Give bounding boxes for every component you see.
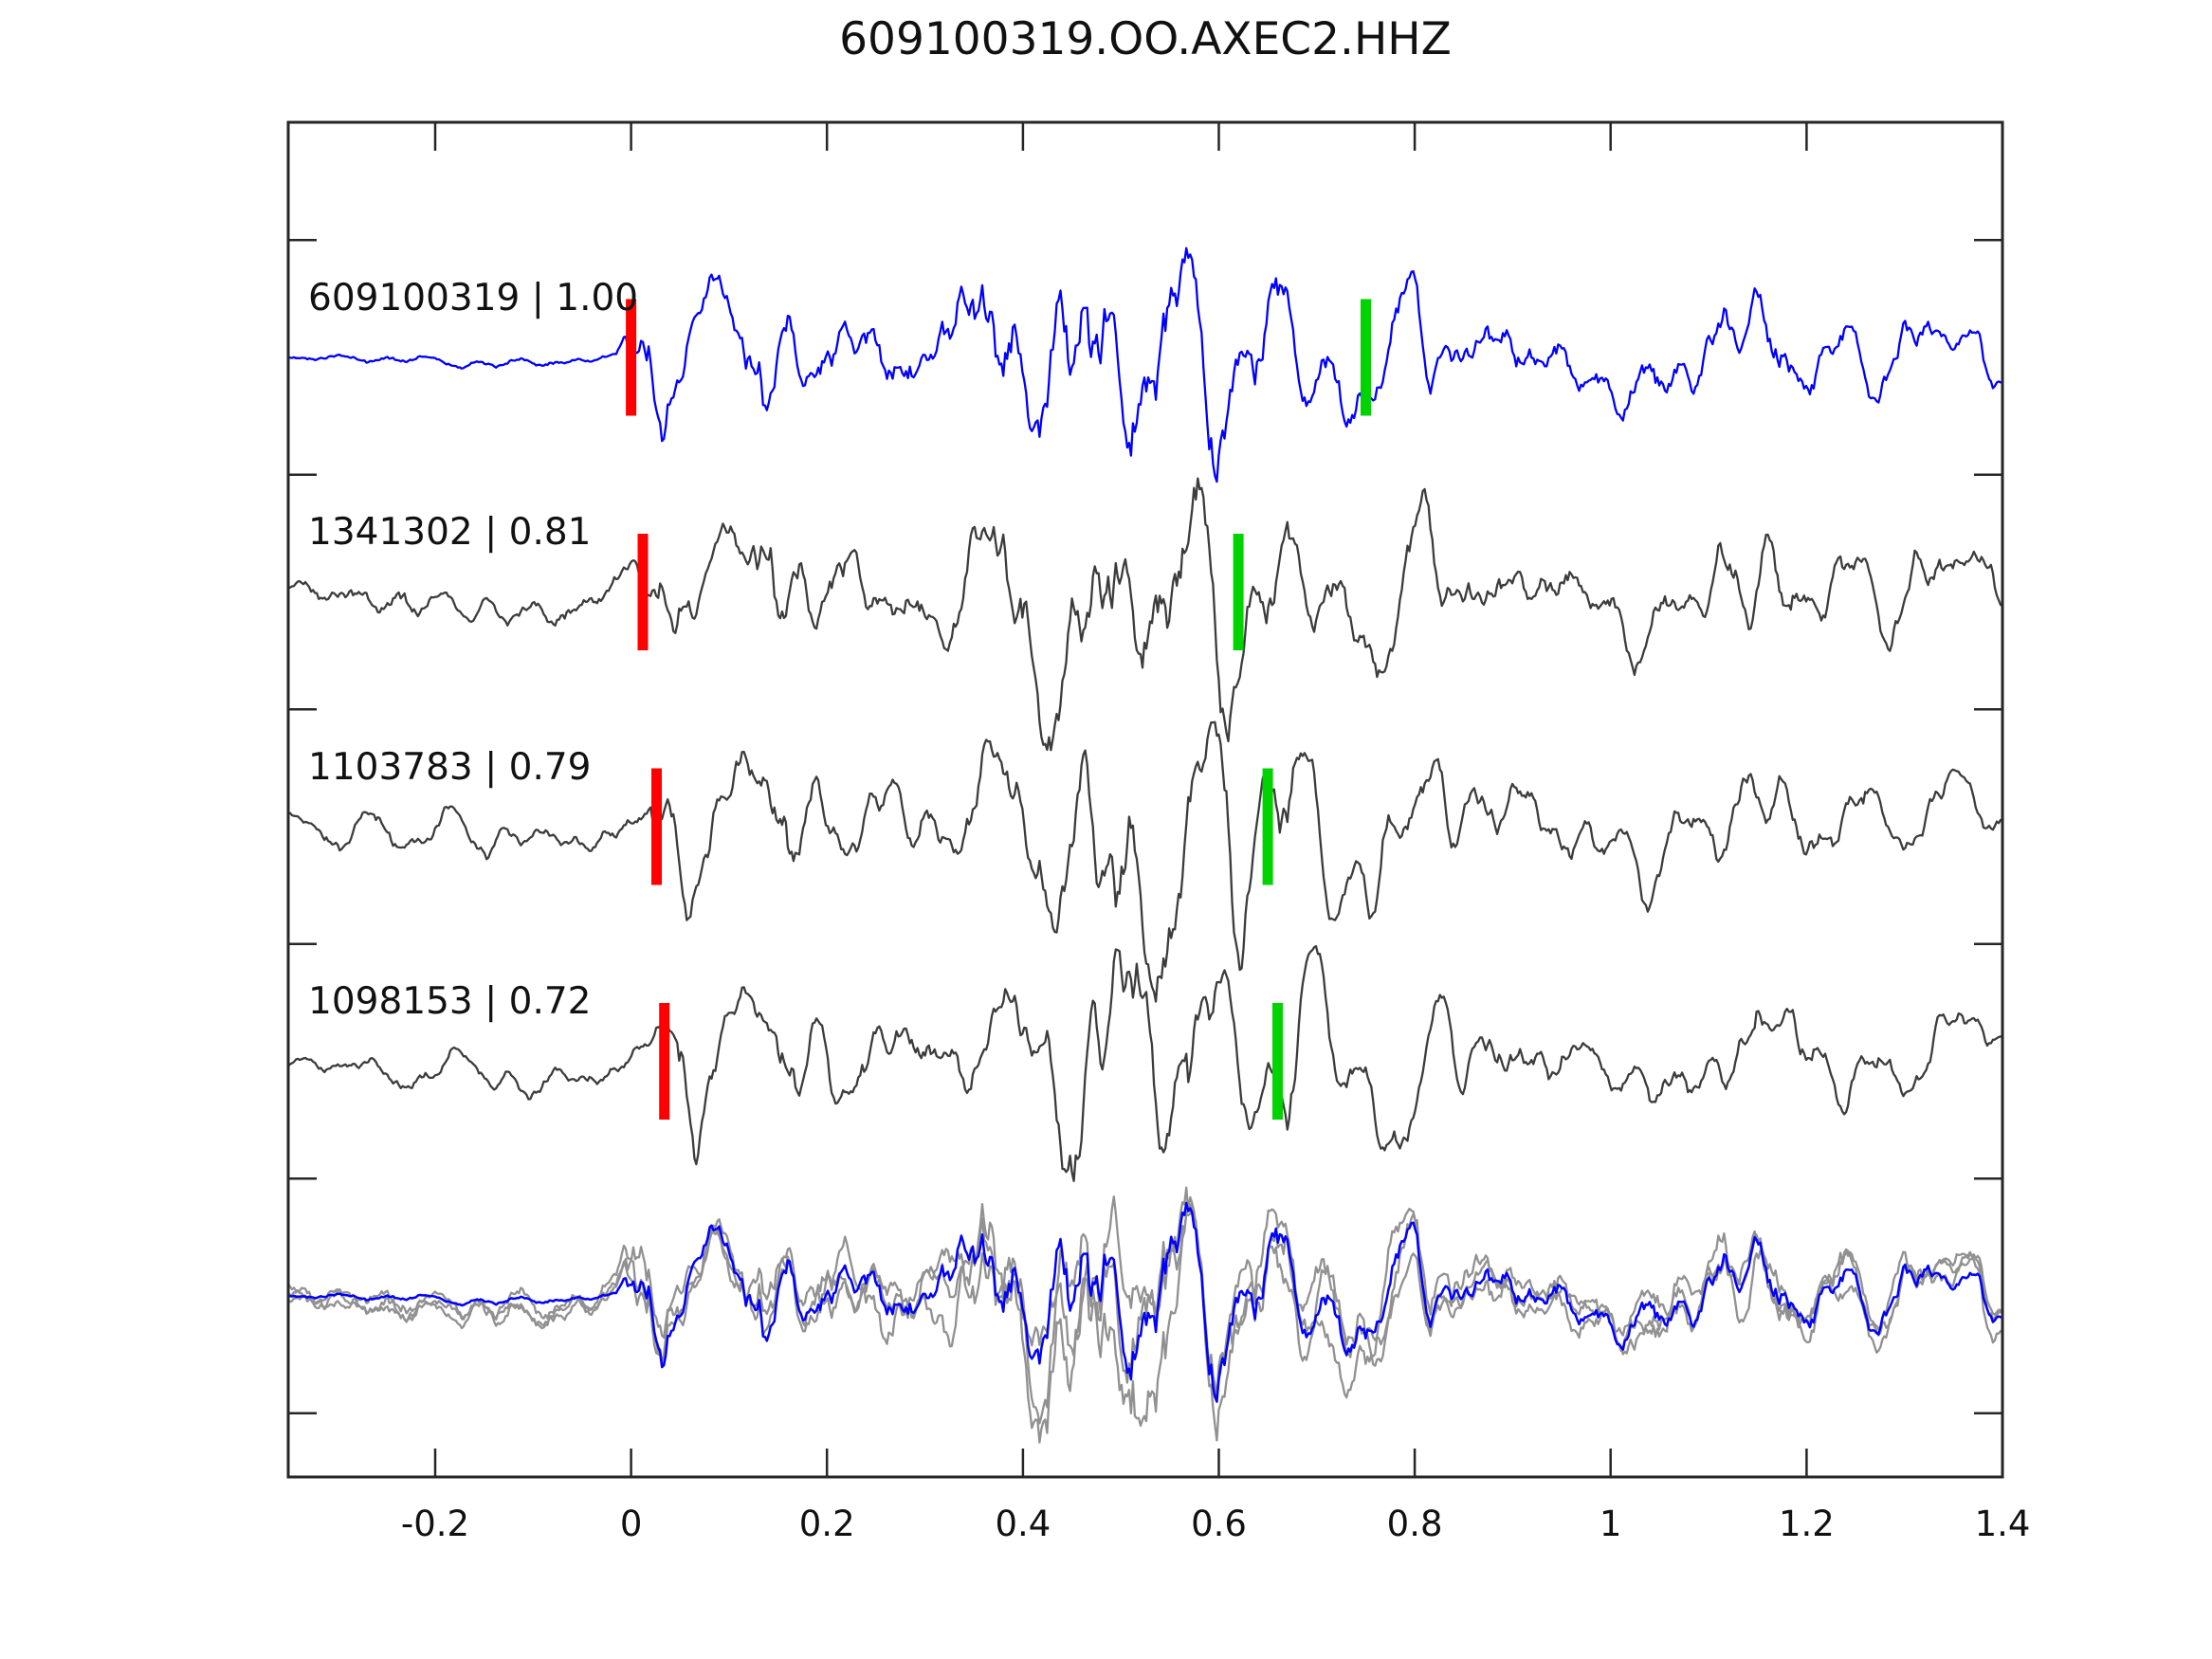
x-tick-label: -0.2 <box>401 1504 469 1544</box>
trace-label-2: 1341302 | 0.81 <box>308 511 592 554</box>
trace-waveform-1098153 <box>288 944 2002 1182</box>
plot-area <box>288 246 2002 1444</box>
figure-title: 609100319.OO.AXEC2.HHZ <box>839 13 1452 65</box>
trace-label-4: 1098153 | 0.72 <box>308 980 592 1023</box>
trace-label-1: 609100319 | 1.00 <box>308 277 639 319</box>
x-tick-label: 0.2 <box>799 1504 855 1544</box>
x-tick-label: 0 <box>620 1504 643 1544</box>
red-pick-marker-1103783 <box>651 768 662 885</box>
plot-border <box>286 120 2004 1479</box>
overlay-waveform-gray-3 <box>288 1186 2002 1399</box>
overlay-waveform-gray-1 <box>288 1195 2002 1444</box>
x-tick-label: 1.2 <box>1779 1504 1835 1544</box>
overlay-waveform-gray-2 <box>288 1202 2002 1428</box>
red-pick-marker-1098153 <box>659 1003 670 1120</box>
overlay-waveform-template <box>288 1201 2002 1403</box>
green-pick-marker-1341302 <box>1233 534 1244 650</box>
green-pick-marker-1103783 <box>1262 768 1273 885</box>
x-tick-label: 0.8 <box>1387 1504 1443 1544</box>
trace-waveform-609100319 <box>288 246 2002 483</box>
red-pick-marker-609100319 <box>626 299 637 416</box>
red-pick-marker-1341302 <box>637 534 649 650</box>
trace-waveform-1341302 <box>288 477 2002 752</box>
trace-label-3: 1103783 | 0.79 <box>308 746 592 789</box>
x-tick-label: 1 <box>1600 1504 1622 1544</box>
x-tick-label: 0.6 <box>1191 1504 1247 1544</box>
trace-waveform-1103783 <box>288 720 2002 1003</box>
green-pick-marker-609100319 <box>1361 299 1371 416</box>
x-tick-label: 0.4 <box>995 1504 1051 1544</box>
green-pick-marker-1098153 <box>1272 1003 1283 1120</box>
x-tick-label: 1.4 <box>1975 1504 2031 1544</box>
